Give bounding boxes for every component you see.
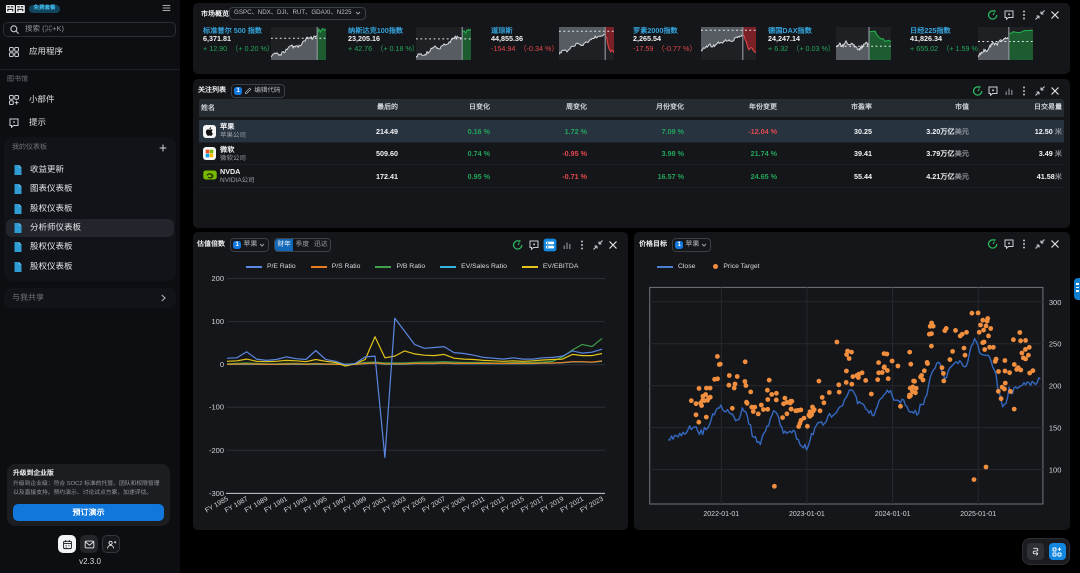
- svg-text:200: 200: [1049, 382, 1062, 391]
- svg-text:250: 250: [1049, 340, 1062, 349]
- svg-text:150: 150: [1049, 424, 1062, 433]
- svg-text:-100: -100: [209, 403, 224, 412]
- svg-text:2023-01-01: 2023-01-01: [789, 511, 825, 518]
- svg-text:2024-01-01: 2024-01-01: [875, 511, 911, 518]
- svg-text:100: 100: [1049, 466, 1062, 475]
- svg-text:-300: -300: [209, 489, 224, 498]
- svg-text:2022-01-01: 2022-01-01: [703, 511, 739, 518]
- svg-text:0: 0: [220, 360, 224, 369]
- svg-text:200: 200: [211, 274, 224, 283]
- svg-text:300: 300: [1049, 298, 1062, 307]
- svg-text:-200: -200: [209, 446, 224, 455]
- svg-text:100: 100: [211, 317, 224, 326]
- svg-text:2025-01-01: 2025-01-01: [960, 511, 996, 518]
